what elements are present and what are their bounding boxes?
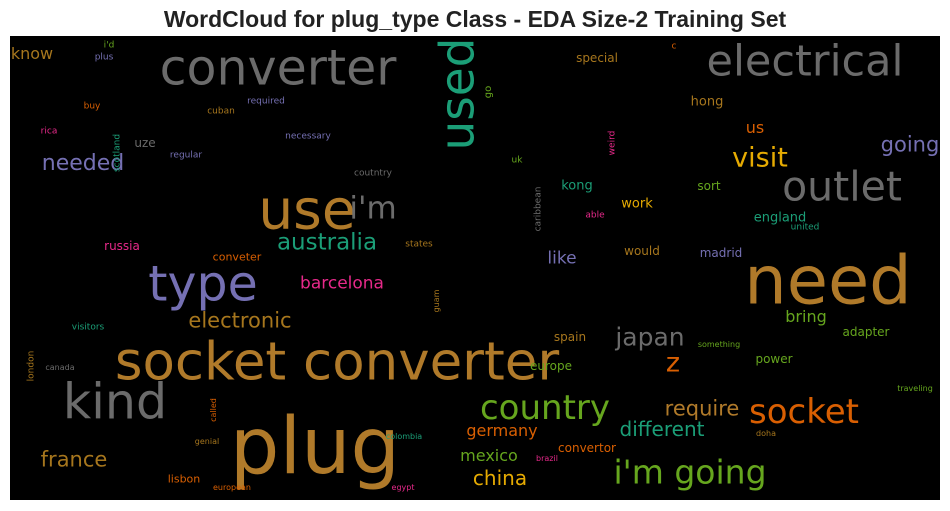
wordcloud-word: different [619, 417, 705, 441]
wordcloud-word: convertor [558, 441, 616, 455]
wordcloud-word: visitors [71, 322, 105, 333]
wordcloud-word: converter [159, 39, 397, 97]
wordcloud-word: necessary [285, 131, 331, 142]
wordcloud-word: russia [104, 239, 140, 253]
wordcloud-word: brazil [536, 454, 558, 463]
wordcloud-word: colombia [385, 432, 423, 441]
wordcloud-word: england [753, 210, 807, 226]
wordcloud-word: china [472, 466, 528, 490]
wordcloud-word: country [479, 388, 611, 428]
wordcloud-word: used [430, 37, 486, 151]
wordcloud-word: regular [169, 150, 203, 161]
wordcloud-word: us [745, 118, 765, 137]
chart-title: WordCloud for plug_type Class - EDA Size… [163, 6, 787, 32]
wordcloud-word: hong [690, 94, 724, 110]
wordcloud-word: weird [607, 130, 618, 156]
wordcloud-word: go [483, 85, 494, 99]
wordcloud-word: visit [732, 142, 788, 174]
wordcloud-word: would [624, 244, 660, 258]
wordcloud-word: scotland [112, 133, 123, 173]
wordcloud-word: like [547, 248, 577, 269]
wordcloud-word: plus [94, 52, 114, 63]
wordcloud-word: need [744, 241, 912, 320]
wordcloud-word: cuban [207, 106, 235, 117]
wordcloud-word: outlet [782, 162, 902, 211]
wordcloud-word: uk [511, 155, 523, 166]
wordcloud-word: genial [194, 437, 220, 446]
wordcloud-word: rica [40, 126, 58, 137]
wordcloud-word: united [790, 222, 820, 233]
wordcloud-word: special [576, 51, 618, 65]
wordcloud-word: sort [697, 179, 721, 193]
wordcloud-word: kong [561, 178, 593, 194]
wordcloud-word: socket [749, 392, 859, 432]
wordcloud-word: i'm [349, 190, 397, 227]
wordcloud-word: power [755, 352, 793, 366]
wordcloud-word: coutntry [354, 168, 392, 179]
wordcloud-word: doha [756, 429, 776, 438]
wordcloud-word: electrical [706, 36, 904, 87]
wordcloud-word: mexico [460, 446, 518, 465]
wordcloud-word: london [26, 350, 37, 382]
wordcloud-word: z [665, 347, 681, 379]
wordcloud-word: spain [553, 330, 587, 344]
wordcloud-word: c [671, 41, 677, 52]
wordcloud-word: madrid [699, 246, 743, 260]
wordcloud-word: electronic [188, 308, 292, 333]
wordcloud-word: egypt [391, 483, 415, 492]
wordcloud-word: germany [466, 421, 538, 440]
wordcloud-word: going [880, 132, 940, 157]
wordcloud-word: plug [229, 402, 401, 492]
wordcloud-word: use [258, 177, 356, 242]
wordcloud-word: kind [62, 373, 168, 431]
wordcloud-word: called [209, 398, 218, 422]
wordcloud-word: required [247, 96, 285, 107]
wordcloud-word: caribbean [533, 186, 544, 232]
wordcloud-canvas: plug need socket converter use kind type conve… [10, 36, 940, 500]
wordcloud-word: traveling [897, 384, 933, 393]
wordcloud-word: type [148, 255, 258, 313]
wordcloud-word: australia [276, 229, 378, 256]
wordcloud-word: canada [45, 363, 75, 372]
wordcloud-word: able [585, 210, 605, 221]
wordcloud-word: socket converter [114, 331, 560, 393]
wordcloud-word: conveter [212, 250, 262, 264]
wordcloud-word: japan [615, 322, 685, 352]
wordcloud-word: uze [134, 136, 156, 150]
wordcloud-word: lisbon [167, 472, 201, 486]
wordcloud-word: bring [785, 307, 827, 326]
wordcloud-word: require [664, 396, 740, 421]
wordcloud-word: know [10, 44, 54, 63]
wordcloud-word: states [405, 239, 433, 250]
wordcloud-word: needed [41, 151, 125, 176]
wordcloud-word: i'd [103, 40, 115, 51]
wordcloud-word: buy [83, 101, 101, 112]
wordcloud-word: guam [432, 289, 441, 313]
wordcloud-word: something [697, 340, 741, 349]
wordcloud-word: adapter [842, 325, 890, 339]
wordcloud-word: france [40, 447, 108, 472]
wordcloud-word: european [213, 483, 251, 492]
wordcloud-word: work [621, 196, 653, 212]
wordcloud-word: europe [530, 359, 572, 373]
wordcloud-word: i'm going [613, 452, 767, 492]
wordcloud-word: barcelona [300, 273, 384, 294]
